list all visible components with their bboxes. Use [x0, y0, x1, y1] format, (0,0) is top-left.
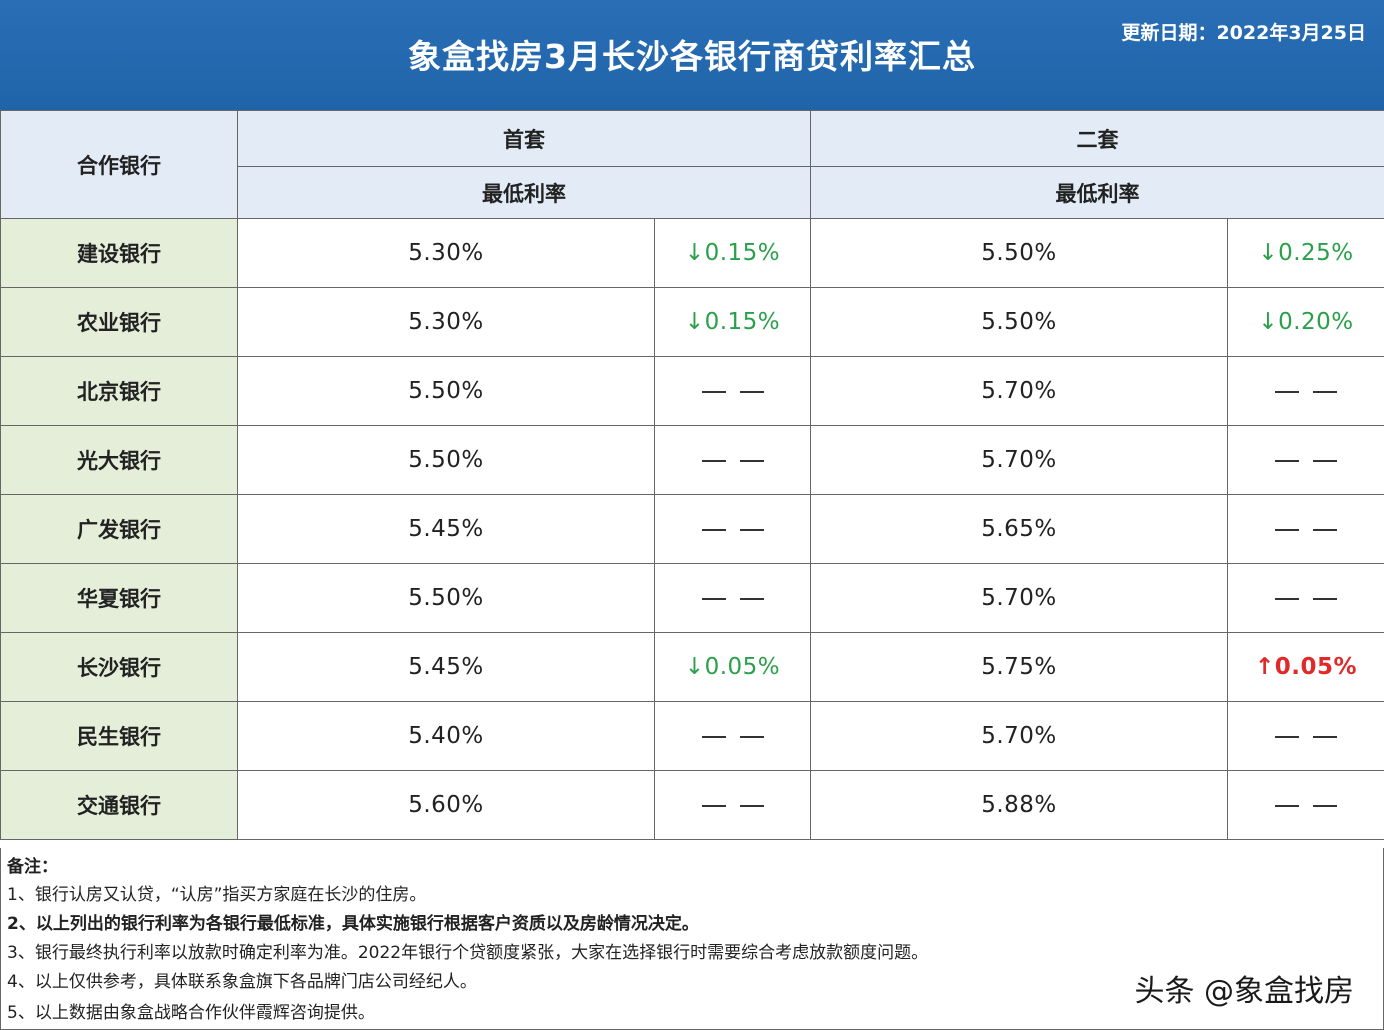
first-home-rate: 5.30%	[237, 218, 655, 288]
bank-name: 农业银行	[0, 287, 238, 357]
first-home-change	[654, 563, 811, 633]
second-home-change: ↓0.20%	[1227, 287, 1384, 357]
no-change-dash	[695, 378, 771, 404]
second-home-change: ↓0.25%	[1227, 218, 1384, 288]
header-banner: 象盒找房3月长沙各银行商贷利率汇总 更新日期：2022年3月25日	[0, 0, 1384, 110]
bank-name: 华夏银行	[0, 563, 238, 633]
first-home-change: ↓0.15%	[654, 218, 811, 288]
table-row: 农业银行 5.30% ↓0.15% 5.50% ↓0.20%	[0, 287, 1384, 357]
second-home-change-value: ↑0.05%	[1254, 654, 1358, 680]
table-row: 光大银行 5.50% 5.70%	[0, 425, 1384, 495]
no-change-dash	[1268, 378, 1344, 404]
bank-name: 长沙银行	[0, 632, 238, 702]
second-home-change	[1227, 563, 1384, 633]
second-home-change	[1227, 701, 1384, 771]
second-home-change-value: ↓0.25%	[1258, 240, 1354, 266]
bank-name: 建设银行	[0, 218, 238, 288]
bank-name: 光大银行	[0, 425, 238, 495]
first-home-rate: 5.50%	[237, 356, 655, 426]
first-home-rate: 5.40%	[237, 701, 655, 771]
second-home-rate: 5.70%	[810, 425, 1228, 495]
first-home-change: ↓0.15%	[654, 287, 811, 357]
first-home-rate: 5.45%	[237, 632, 655, 702]
first-home-change-value: ↓0.15%	[684, 240, 781, 266]
first-home-rate: 5.45%	[237, 494, 655, 564]
second-home-rate: 5.88%	[810, 770, 1228, 840]
second-home-rate: 5.75%	[810, 632, 1228, 702]
no-change-dash	[695, 585, 771, 611]
note-item: 4、以上仅供参考，具体联系象盒旗下各品牌门店公司经纪人。	[7, 972, 477, 992]
bank-name: 民生银行	[0, 701, 238, 771]
table-row: 北京银行 5.50% 5.70%	[0, 356, 1384, 426]
first-home-change	[654, 425, 811, 495]
note-item: 5、以上数据由象盒战略合作伙伴霞辉咨询提供。	[7, 1003, 375, 1023]
second-home-rate: 5.70%	[810, 563, 1228, 633]
update-date: 更新日期：2022年3月25日	[1121, 22, 1366, 44]
no-change-dash	[1268, 585, 1344, 611]
second-home-rate: 5.70%	[810, 356, 1228, 426]
first-home-change	[654, 770, 811, 840]
header-first-home: 首套	[237, 110, 811, 167]
first-home-change	[654, 701, 811, 771]
no-change-dash	[695, 447, 771, 473]
first-home-change	[654, 356, 811, 426]
table-row: 华夏银行 5.50% 5.70%	[0, 563, 1384, 633]
first-home-rate: 5.60%	[237, 770, 655, 840]
table-row: 交通银行 5.60% 5.88%	[0, 770, 1384, 840]
note-item: 3、银行最终执行利率以放款时确定利率为准。2022年银行个贷额度紧张，大家在选择…	[7, 943, 929, 963]
second-home-change-value: ↓0.20%	[1258, 309, 1354, 335]
no-change-dash	[695, 516, 771, 542]
first-home-change	[654, 494, 811, 564]
bank-name: 广发银行	[0, 494, 238, 564]
no-change-dash	[1268, 723, 1344, 749]
second-home-change	[1227, 770, 1384, 840]
subheader-first-min-rate: 最低利率	[237, 166, 811, 219]
no-change-dash	[1268, 516, 1344, 542]
second-home-change	[1227, 494, 1384, 564]
second-home-change	[1227, 356, 1384, 426]
bank-name: 交通银行	[0, 770, 238, 840]
first-home-rate: 5.50%	[237, 425, 655, 495]
table-row: 广发银行 5.45% 5.65%	[0, 494, 1384, 564]
second-home-rate: 5.65%	[810, 494, 1228, 564]
first-home-rate: 5.50%	[237, 563, 655, 633]
header-second-home: 二套	[810, 110, 1384, 167]
page-title: 象盒找房3月长沙各银行商贷利率汇总	[408, 37, 976, 76]
no-change-dash	[695, 792, 771, 818]
second-home-change	[1227, 425, 1384, 495]
source-watermark: 头条 @象盒找房	[1134, 974, 1354, 1009]
no-change-dash	[1268, 447, 1344, 473]
first-home-change: ↓0.05%	[654, 632, 811, 702]
notes-title: 备注：	[7, 857, 58, 877]
second-home-rate: 5.70%	[810, 701, 1228, 771]
header-bank: 合作银行	[0, 110, 238, 219]
table-row: 建设银行 5.30% ↓0.15% 5.50% ↓0.25%	[0, 218, 1384, 288]
table-row: 长沙银行 5.45% ↓0.05% 5.75% ↑0.05%	[0, 632, 1384, 702]
first-home-rate: 5.30%	[237, 287, 655, 357]
no-change-dash	[695, 723, 771, 749]
subheader-second-min-rate: 最低利率	[810, 166, 1384, 219]
rate-table: 合作银行 首套 二套 最低利率 最低利率 建设银行 5.30% ↓0.15% 5.50…	[0, 110, 1384, 840]
second-home-rate: 5.50%	[810, 218, 1228, 288]
first-home-change-value: ↓0.05%	[684, 654, 781, 680]
note-item: 2、以上列出的银行利率为各银行最低标准，具体实施银行根据客户资质以及房龄情况决定…	[7, 914, 699, 934]
first-home-change-value: ↓0.15%	[684, 309, 781, 335]
second-home-change: ↑0.05%	[1227, 632, 1384, 702]
second-home-rate: 5.50%	[810, 287, 1228, 357]
notes-section: 备注： 1、银行认房又认贷，“认房”指买方家庭在长沙的住房。 2、以上列出的银行…	[0, 848, 1384, 1030]
bank-name: 北京银行	[0, 356, 238, 426]
note-item: 1、银行认房又认贷，“认房”指买方家庭在长沙的住房。	[7, 885, 427, 905]
no-change-dash	[1268, 792, 1344, 818]
table-row: 民生银行 5.40% 5.70%	[0, 701, 1384, 771]
